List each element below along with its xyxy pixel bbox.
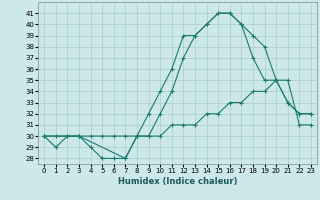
X-axis label: Humidex (Indice chaleur): Humidex (Indice chaleur) [118, 177, 237, 186]
